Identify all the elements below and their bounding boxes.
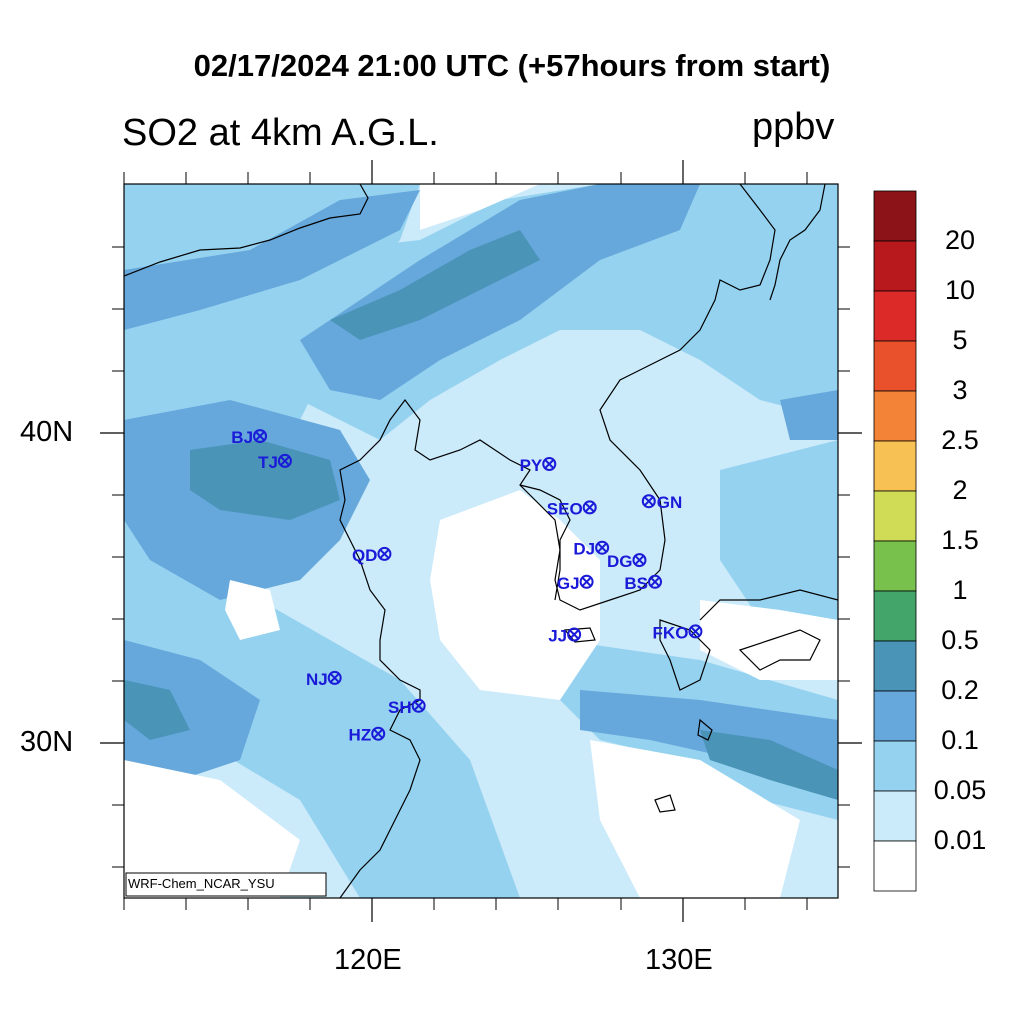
station-label: SEO (547, 499, 583, 518)
station-label: FKO (653, 623, 689, 642)
station-marker-icon (253, 429, 268, 444)
station-label: GN (657, 493, 683, 512)
colorbar-label: 2 (952, 475, 968, 505)
station-nj: NJ (306, 670, 342, 689)
variable-label: SO2 at 4km A.G.L. (122, 112, 439, 154)
colorbar-segment (873, 690, 917, 742)
station-tj: TJ (258, 453, 292, 472)
station-marker-icon (595, 540, 610, 555)
colorbar-label: 0.1 (941, 725, 979, 755)
colorbar-label: 2.5 (941, 425, 979, 455)
colorbar-segment (873, 540, 917, 592)
y-tick-label-40n: 40N (20, 416, 74, 448)
station-label: SH (388, 698, 412, 717)
colorbar-segment (873, 490, 917, 542)
minor-ticks (112, 172, 850, 910)
station-marker-icon (377, 546, 392, 561)
colorbar-segment (873, 190, 917, 242)
colorbar-segment (873, 240, 917, 292)
colorbar-segment (873, 740, 917, 792)
map-frame (123, 183, 839, 899)
coastlines (124, 184, 838, 898)
station-label: GJ (557, 574, 580, 593)
credit-box (125, 872, 327, 897)
so2-field (124, 184, 838, 898)
colorbar-segment (873, 640, 917, 692)
station-gj: GJ (557, 574, 594, 593)
colorbar-segment (873, 440, 917, 492)
colorbar-segment (873, 390, 917, 442)
colorbar (873, 190, 917, 892)
colorbar-segment (873, 290, 917, 342)
station-label: TJ (258, 453, 278, 472)
station-gn: GN (641, 493, 683, 512)
station-marker-icon (567, 627, 582, 642)
colorbar-segment (873, 790, 917, 842)
station-label: NJ (306, 670, 328, 689)
station-qd: QD (352, 546, 392, 565)
colorbar-label: 0.01 (933, 825, 987, 855)
x-tick-label-130e: 130E (645, 944, 713, 976)
colorbar-label: 1.5 (941, 525, 979, 555)
y-tick-label-30n: 30N (20, 726, 74, 758)
units-label: ppbv (752, 106, 835, 148)
station-marker-icon (411, 698, 426, 713)
station-py: PY (520, 456, 557, 475)
station-label: BS (624, 574, 648, 593)
station-marker-icon (579, 574, 594, 589)
station-label: QD (352, 546, 378, 565)
station-marker-icon (371, 726, 386, 741)
x-tick-label-120e: 120E (334, 944, 402, 976)
colorbar-segment (873, 840, 917, 892)
station-label: DJ (573, 540, 595, 559)
station-markers: BJ TJ PY SEO GN DJ DG QD GJ BS JJ FKO NJ SH HZ (231, 428, 703, 745)
station-marker-icon (632, 553, 647, 568)
colorbar-label: 20 (944, 225, 976, 255)
colorbar-label: 10 (944, 275, 976, 305)
station-marker-icon (688, 624, 703, 639)
colorbar-segment (873, 590, 917, 642)
station-label: PY (520, 456, 543, 475)
colorbar-label: 0.5 (941, 625, 979, 655)
colorbar-label: 0.05 (933, 775, 987, 805)
colorbar-segment (873, 340, 917, 392)
station-bj: BJ (231, 428, 268, 447)
colorbar-label: 3 (952, 375, 968, 405)
model-credit: WRF-Chem_NCAR_YSU (128, 876, 275, 891)
station-jj: JJ (548, 627, 582, 646)
station-sh: SH (388, 698, 426, 717)
station-marker-icon (582, 500, 597, 515)
station-label: HZ (349, 726, 372, 745)
station-marker-icon (327, 670, 342, 685)
station-hz: HZ (349, 726, 386, 745)
station-marker-icon (542, 457, 557, 471)
map-title: 02/17/2024 21:00 UTC (+57hours from star… (193, 48, 831, 83)
colorbar-label: 1 (952, 575, 968, 605)
colorbar-label: 5 (952, 325, 968, 355)
station-seo: SEO (547, 499, 597, 518)
station-fko: FKO (653, 623, 703, 642)
station-label: DG (607, 552, 633, 571)
station-dg: DG (607, 552, 647, 571)
colorbar-label: 0.2 (941, 675, 979, 705)
station-marker-icon (641, 494, 656, 509)
station-marker-icon (648, 574, 663, 589)
station-bs: BS (624, 574, 663, 593)
station-marker-icon (277, 453, 292, 468)
station-dj: DJ (573, 540, 610, 559)
station-label: JJ (548, 627, 567, 646)
axis-ticks (100, 160, 862, 922)
station-label: BJ (231, 428, 253, 447)
